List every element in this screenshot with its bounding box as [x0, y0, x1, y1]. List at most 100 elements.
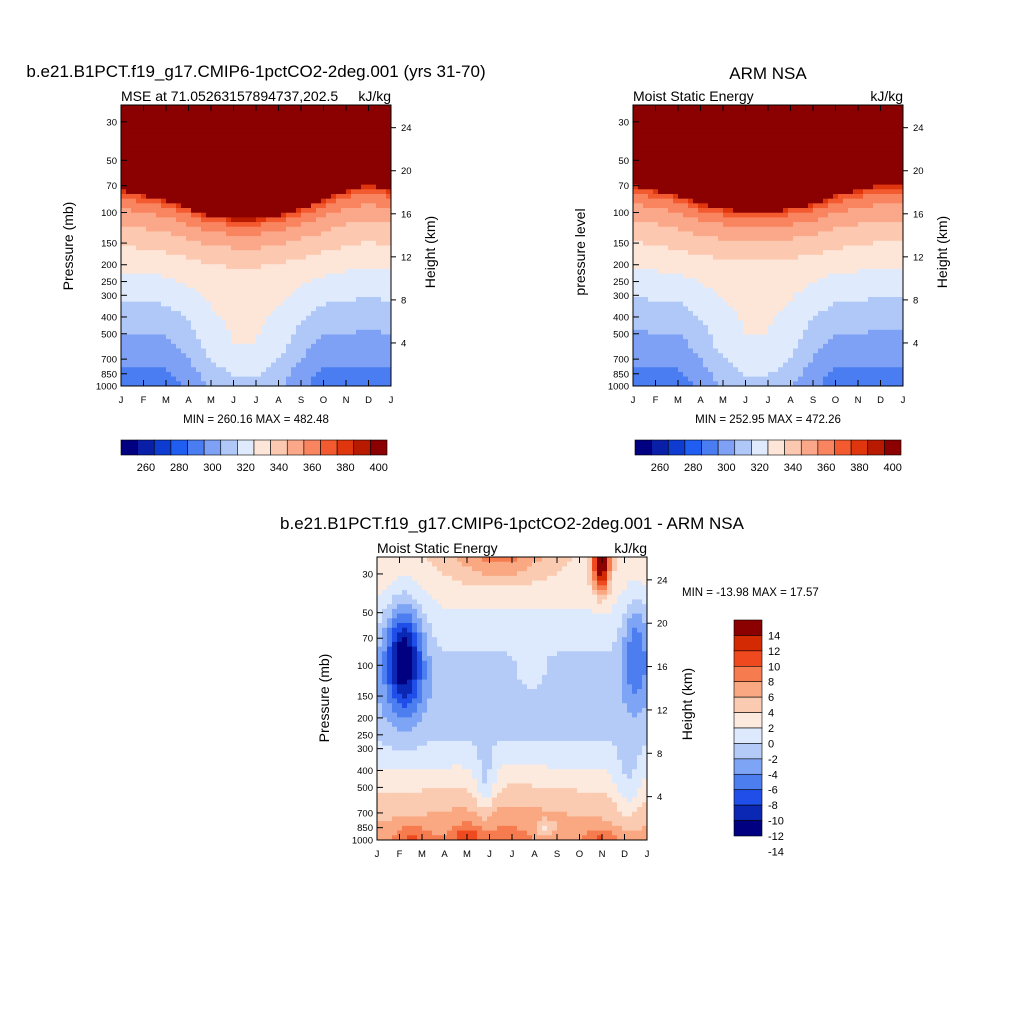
contour-cell [803, 147, 809, 152]
contour-cell [361, 260, 367, 265]
contour-cell [683, 246, 689, 251]
contour-cell [366, 255, 372, 260]
contour-cell [131, 128, 137, 133]
contour-cell [206, 353, 212, 358]
contour-cell [708, 138, 714, 143]
contour-cell [236, 320, 242, 325]
contour-cell [246, 175, 252, 180]
contour-cell [231, 306, 237, 311]
contour-cell [893, 241, 899, 246]
contour-cell [251, 260, 257, 265]
contour-cell [883, 166, 889, 171]
contour-cell [211, 231, 217, 236]
contour-cell [216, 119, 222, 124]
contour-cell [261, 358, 267, 363]
contour-cell [883, 147, 889, 152]
contour-cell [346, 372, 352, 377]
contour-cell [361, 255, 367, 260]
contour-cell [828, 199, 834, 204]
contour-cell [236, 222, 242, 227]
contour-cell [371, 241, 377, 246]
contour-cell [186, 349, 192, 354]
contour-cell [828, 171, 834, 176]
contour-cell [693, 171, 699, 176]
contour-cell [361, 133, 367, 138]
contour-cell [291, 264, 297, 269]
contour-cell [211, 255, 217, 260]
contour-cell [693, 157, 699, 162]
contour-cell [818, 231, 824, 236]
contour-cell [126, 269, 132, 274]
contour-cell [261, 334, 267, 339]
contour-cell [261, 208, 267, 213]
contour-cell [346, 344, 352, 349]
contour-cell [848, 194, 854, 199]
contour-cell [286, 278, 292, 283]
contour-cell [126, 213, 132, 218]
contour-cell [271, 203, 277, 208]
contour-cell [306, 288, 312, 293]
contour-cell [376, 138, 382, 143]
contour-cell [336, 260, 342, 265]
contour-cell [281, 180, 287, 185]
contour-cell [236, 236, 242, 241]
contour-cell [381, 325, 387, 330]
contour-cell [221, 377, 227, 382]
contour-cell [888, 213, 894, 218]
contour-cell [226, 344, 232, 349]
contour-cell [291, 194, 297, 199]
contour-cell [121, 175, 127, 180]
contour-cell [663, 203, 669, 208]
contour-cell [211, 138, 217, 143]
contour-cell [176, 119, 182, 124]
contour-cell [873, 217, 879, 222]
contour-cell [763, 152, 769, 157]
contour-cell [793, 194, 799, 199]
contour-cell [878, 236, 884, 241]
contour-cell [251, 231, 257, 236]
contour-cell [888, 166, 894, 171]
contour-cell [843, 119, 849, 124]
contour-cell [883, 157, 889, 162]
contour-cell [211, 175, 217, 180]
contour-cell [196, 236, 202, 241]
contour-cell [156, 367, 162, 372]
contour-cell [141, 288, 147, 293]
contour-cell [863, 128, 869, 133]
contour-cell [301, 292, 307, 297]
contour-cell [161, 297, 167, 302]
contour-cell [783, 171, 789, 176]
y-tick-label: 700 [101, 355, 117, 366]
contour-cell [276, 236, 282, 241]
contour-cell [226, 297, 232, 302]
contour-cell [818, 128, 824, 133]
contour-cell [286, 119, 292, 124]
contour-cell [893, 105, 899, 110]
contour-cell [718, 236, 724, 241]
contour-cell [346, 133, 352, 138]
contour-cell [798, 166, 804, 171]
contour-cell [201, 330, 207, 335]
contour-cell [181, 161, 187, 166]
contour-cell [136, 325, 142, 330]
contour-cell [286, 367, 292, 372]
contour-cell [748, 119, 754, 124]
contour-cell [141, 217, 147, 222]
contour-cell [301, 185, 307, 190]
contour-cell [733, 241, 739, 246]
contour-cell [126, 171, 132, 176]
contour-cell [803, 231, 809, 236]
contour-cell [356, 250, 362, 255]
contour-cell [753, 114, 759, 119]
contour-cell [698, 189, 704, 194]
contour-cell [793, 105, 799, 110]
contour-cell [376, 316, 382, 321]
contour-cell [888, 231, 894, 236]
contour-cell [813, 222, 819, 227]
contour-cell [763, 171, 769, 176]
contour-cell [873, 119, 879, 124]
contour-cell [136, 316, 142, 321]
contour-cell [171, 142, 177, 147]
contour-cell [371, 227, 377, 232]
contour-cell [788, 152, 794, 157]
